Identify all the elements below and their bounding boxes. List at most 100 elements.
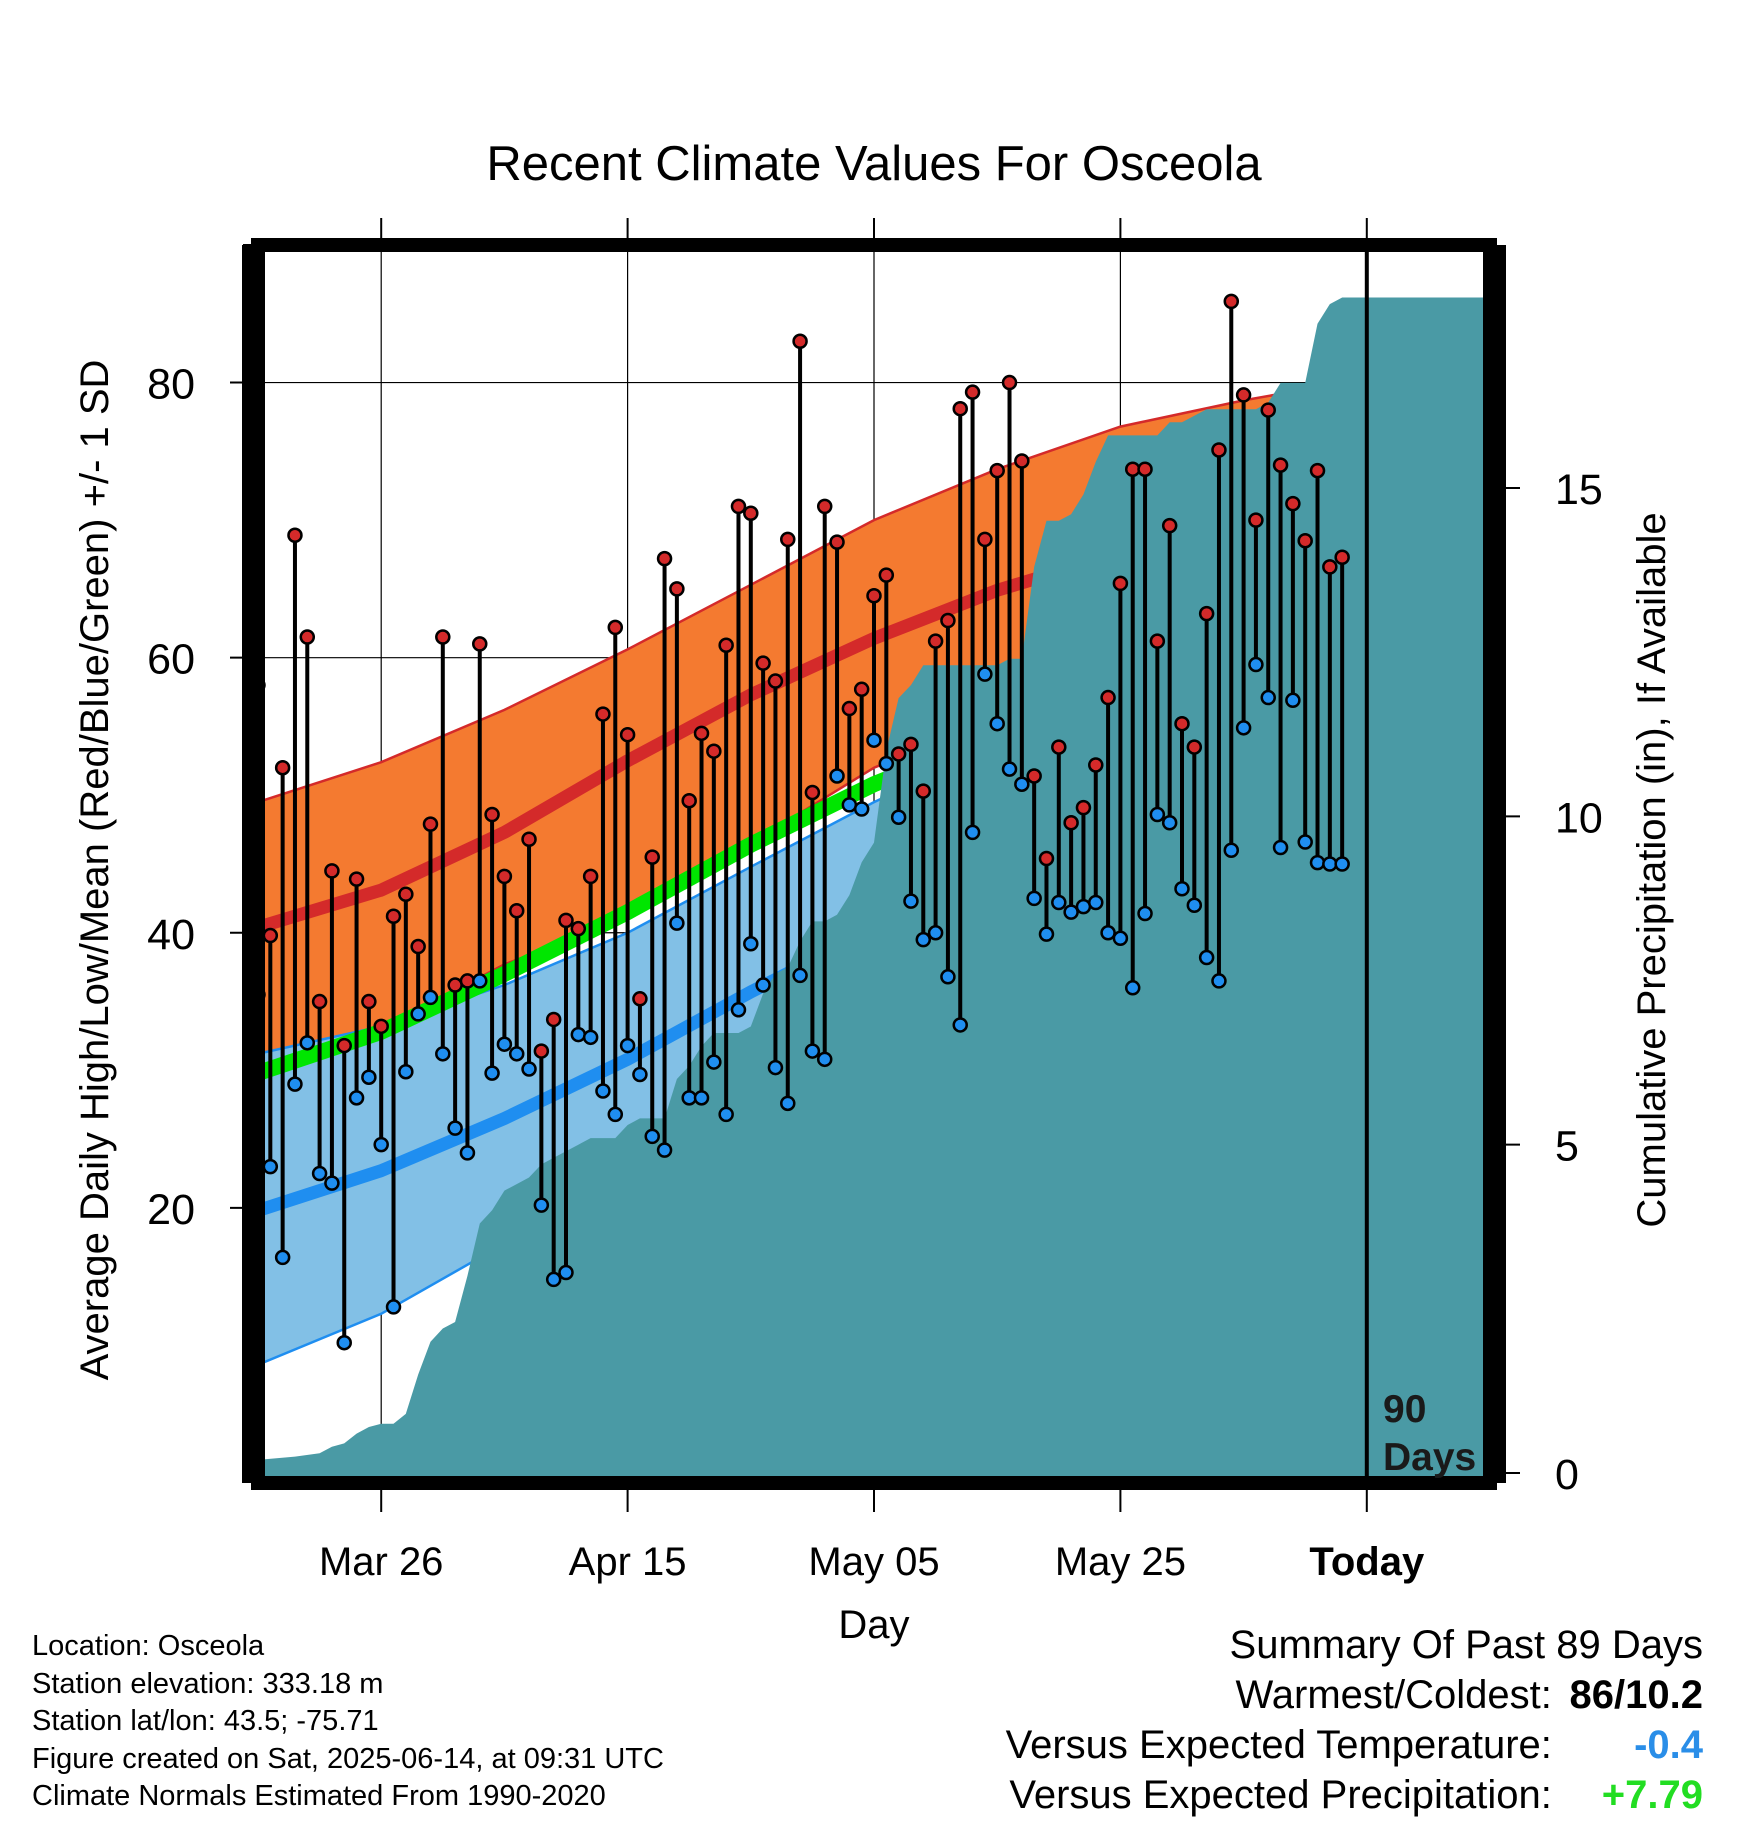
daily-low-point — [767, 1059, 784, 1076]
daily-low-point — [558, 1264, 574, 1281]
daily-low-point — [582, 1029, 599, 1046]
daily-low-point — [398, 1063, 414, 1080]
x-tick-label: May 25 — [1055, 1540, 1186, 1584]
daily-high-point — [804, 784, 821, 801]
daily-high-point — [1223, 293, 1240, 310]
daily-high-point — [964, 384, 981, 400]
daily-low-point — [853, 801, 870, 817]
daily-low-point — [545, 1271, 562, 1288]
daily-high-point — [1075, 799, 1092, 816]
daily-low-point — [336, 1334, 352, 1351]
daily-high-point — [1186, 739, 1203, 755]
daily-low-point — [595, 1083, 611, 1099]
created-text: Figure created on Sat, 2025-06-14, at 09… — [32, 1742, 664, 1775]
daily-high-point — [718, 637, 734, 654]
daily-low-point — [1001, 761, 1018, 777]
daily-high-point — [324, 863, 340, 879]
daily-low-point — [274, 1249, 291, 1266]
daily-high-point — [866, 588, 882, 604]
daily-low-point — [570, 1026, 587, 1043]
daily-high-point — [669, 581, 685, 597]
daily-high-point — [644, 849, 660, 865]
daily-high-point — [472, 636, 488, 652]
y2-tick-label: 5 — [1555, 1123, 1579, 1171]
daily-high-point — [459, 973, 476, 989]
daily-low-point — [1174, 881, 1190, 897]
daily-low-point — [743, 936, 759, 952]
daily-low-point — [447, 1120, 463, 1136]
daily-high-point — [398, 886, 414, 903]
daily-high-point — [755, 655, 771, 671]
daily-low-point — [890, 809, 907, 825]
y2-axis-label: Cumulative Precipitation (in), If Availa… — [1630, 512, 1674, 1227]
daily-high-point — [940, 612, 956, 629]
daily-low-point — [607, 1106, 624, 1123]
temp-value: -0.4 — [1634, 1723, 1703, 1767]
daily-high-point — [730, 498, 747, 515]
daily-low-point — [989, 715, 1005, 732]
axes: 20 40 60 80 Mar 26 Apr 15 May 05 May 25 Today 0 5 1… — [147, 218, 1603, 1584]
daily-high-point — [780, 531, 796, 548]
daily-low-point — [1124, 980, 1141, 996]
y-tick-label: 40 — [147, 911, 195, 959]
daily-high-point — [1161, 517, 1178, 534]
daily-low-point — [1026, 890, 1042, 907]
x-axis-label: Day — [838, 1603, 909, 1647]
daily-low-point — [521, 1061, 537, 1077]
daily-high-point — [890, 746, 907, 762]
daily-high-point — [903, 736, 919, 753]
location-text: Location: Osceola — [32, 1630, 265, 1662]
daily-low-point — [262, 1158, 279, 1175]
daily-high-point — [989, 462, 1005, 479]
daily-low-point — [841, 797, 858, 813]
station-info: Location: Osceola Station elevation: 333… — [32, 1628, 664, 1816]
daily-high-point — [1248, 512, 1264, 528]
daily-low-point — [1063, 904, 1079, 920]
daily-high-point — [607, 619, 624, 636]
daily-low-point — [829, 768, 845, 784]
daily-high-point — [484, 806, 500, 823]
daily-low-point — [915, 931, 932, 948]
daily-low-point — [780, 1095, 796, 1112]
latlon-text: Station lat/lon: 43.5; -75.71 — [32, 1705, 379, 1737]
daily-low-point — [1038, 926, 1055, 942]
summary-warm-cold: Warmest/Coldest: 86/10.2 — [1006, 1670, 1704, 1720]
daily-low-point — [1149, 806, 1166, 823]
daily-low-point — [816, 1051, 833, 1068]
normals-text: Climate Normals Estimated From 1990-2020 — [32, 1780, 606, 1812]
daily-high-point — [373, 1018, 389, 1035]
daily-high-point — [977, 531, 993, 548]
elevation-text: Station elevation: 333.18 m — [32, 1667, 384, 1700]
daily-low-point — [1285, 692, 1301, 709]
daily-low-point — [730, 1002, 747, 1018]
daily-low-point — [385, 1299, 402, 1315]
daily-low-point — [952, 1017, 968, 1033]
daily-low-point — [1235, 720, 1252, 736]
daily-low-point — [706, 1054, 722, 1070]
daily-high-point — [410, 938, 426, 955]
daily-low-point — [435, 1046, 451, 1062]
precip-label: Versus Expected Precipitation: — [1009, 1773, 1552, 1817]
y-tick-label: 20 — [147, 1186, 195, 1234]
daily-low-point — [792, 967, 808, 984]
daily-low-point — [311, 1165, 328, 1182]
daily-high-point — [1112, 575, 1129, 592]
daily-high-point — [1174, 715, 1190, 732]
daily-high-point — [422, 816, 439, 832]
daily-low-point — [1309, 854, 1326, 871]
daily-low-point — [410, 1006, 426, 1022]
daily-high-point — [878, 567, 895, 583]
daily-high-point — [558, 912, 574, 929]
daily-high-point — [841, 700, 858, 717]
y2-tick-label: 15 — [1555, 466, 1603, 514]
daily-low-point — [287, 1076, 303, 1092]
y2-tick-label: 10 — [1555, 794, 1603, 842]
daily-low-point — [878, 755, 895, 772]
daily-low-point — [927, 925, 944, 941]
daily-low-point — [1248, 656, 1264, 673]
daily-high-point — [496, 868, 513, 885]
daily-high-point — [1149, 633, 1166, 649]
summary-temp: Versus Expected Temperature: -0.4 — [1006, 1720, 1703, 1770]
today-label-days-word: Days — [1383, 1436, 1476, 1479]
daily-high-point — [1285, 495, 1301, 512]
